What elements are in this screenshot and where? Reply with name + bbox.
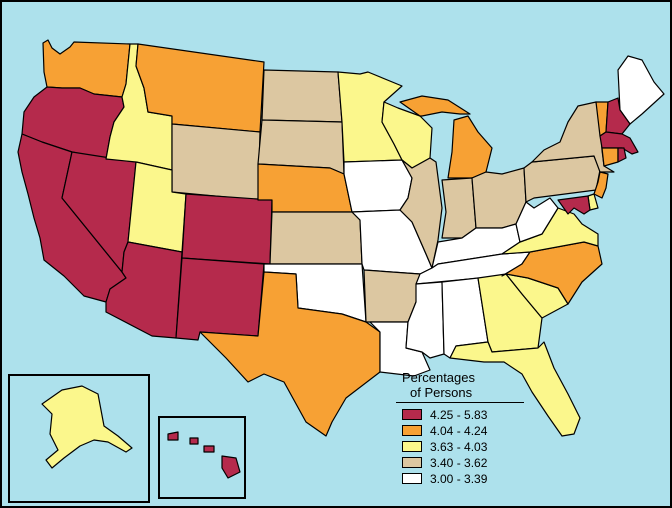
legend-title: Percentages of Persons: [402, 370, 534, 400]
legend-swatch: [402, 409, 422, 420]
legend-label: 3.40 - 3.62: [430, 455, 488, 470]
legend-label: 3.00 - 3.39: [430, 471, 488, 486]
state-rhode-island[interactable]: [617, 147, 627, 163]
legend-row: 3.40 - 3.62: [402, 455, 534, 470]
legend-row: 4.25 - 5.83: [402, 407, 534, 422]
legend-label: 4.25 - 5.83: [430, 407, 488, 422]
state-new-mexico[interactable]: [175, 257, 265, 341]
state-kansas[interactable]: [269, 211, 363, 265]
alaska-inset-box: [8, 374, 150, 503]
state-north-dakota[interactable]: [261, 69, 343, 123]
state-colorado[interactable]: [181, 193, 273, 265]
state-connecticut[interactable]: [601, 147, 619, 167]
state-maine[interactable]: [617, 55, 665, 125]
state-alaska[interactable]: [41, 385, 133, 469]
state-north-carolina[interactable]: [501, 241, 603, 305]
state-new-jersey[interactable]: [593, 171, 609, 199]
legend-title-line1: Percentages: [402, 370, 475, 385]
legend-swatch: [402, 473, 422, 484]
state-maryland[interactable]: [557, 195, 591, 215]
legend-swatch: [402, 457, 422, 468]
legend-swatch: [402, 425, 422, 436]
legend-title-line2: of Persons: [410, 385, 473, 400]
state-iowa[interactable]: [343, 159, 413, 213]
legend-label: 3.63 - 4.03: [430, 439, 488, 454]
state-montana[interactable]: [135, 43, 265, 133]
state-wyoming[interactable]: [171, 123, 261, 201]
state-texas[interactable]: [199, 271, 381, 437]
legend: Percentages of Persons 4.25 - 5.83 4.04 …: [396, 370, 534, 487]
legend-row: 3.63 - 4.03: [402, 439, 534, 454]
legend-divider: [396, 402, 524, 403]
state-hawaii[interactable]: [167, 431, 241, 479]
state-pennsylvania[interactable]: [523, 155, 601, 203]
legend-row: 4.04 - 4.24: [402, 423, 534, 438]
hawaii-inset-box: [158, 416, 246, 499]
legend-label: 4.04 - 4.24: [430, 423, 488, 438]
legend-row: 3.00 - 3.39: [402, 471, 534, 486]
state-west-virginia[interactable]: [515, 197, 559, 243]
legend-swatch: [402, 441, 422, 452]
state-nebraska[interactable]: [257, 163, 353, 213]
state-indiana[interactable]: [441, 177, 477, 239]
state-florida[interactable]: [449, 341, 581, 437]
